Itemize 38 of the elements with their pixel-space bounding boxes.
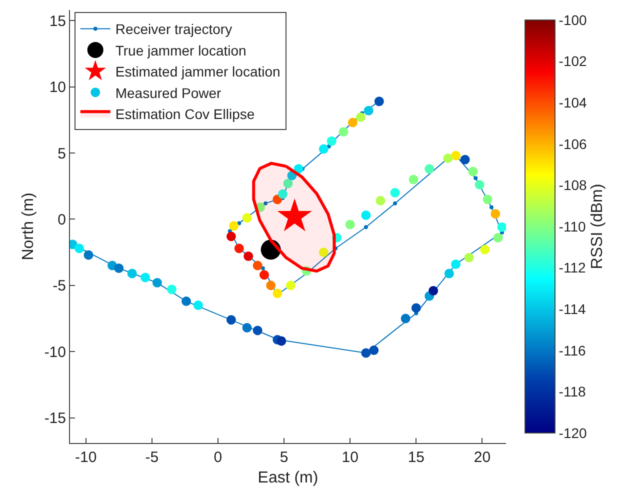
y-tick-label: -10 [44, 344, 66, 361]
color-bar-label: -102 [558, 53, 588, 70]
color-bar-label: -106 [558, 136, 588, 152]
legend-label: Receiver trajectory [115, 21, 232, 38]
y-tick-label: 10 [49, 79, 66, 96]
y-tick-label: 0 [58, 211, 66, 228]
x-tick-label: 10 [342, 449, 358, 466]
x-tick-label: 0 [214, 449, 222, 466]
y-tick-label: -5 [52, 278, 66, 295]
color-bar-title: RSSI (dBm) [589, 184, 606, 270]
color-bar-label: -120 [558, 424, 588, 441]
y-tick-label: -15 [44, 410, 66, 428]
point [264, 201, 268, 206]
color-bar-label: -118 [558, 384, 586, 400]
point [474, 176, 478, 180]
legend-label: Measured Power [115, 84, 222, 101]
color-bar-label: -112 [558, 260, 586, 276]
x-tick-label: 20 [474, 449, 491, 466]
y-tick-label: 15 [49, 12, 66, 30]
color-bar-label: -116 [558, 342, 586, 358]
legend-label: Estimated jammer location [115, 64, 280, 80]
x-axis-title: East (m) [258, 470, 318, 487]
x-tick-label: -5 [145, 449, 159, 466]
point [489, 205, 494, 210]
color-bar-label: -104 [558, 94, 588, 110]
y-axis-title: North (m) [20, 192, 38, 260]
point [393, 201, 398, 206]
y-tick-label: 5 [58, 145, 66, 162]
color-bar-label: -100 [558, 12, 588, 28]
color-bar-label: -108 [558, 177, 588, 194]
point [364, 225, 368, 230]
color-bar-label: -110 [558, 218, 586, 234]
x-tick-label: -10 [75, 449, 97, 466]
color-bar-label: -114 [558, 301, 586, 317]
x-tick-label: 15 [408, 449, 425, 466]
legend-label: True jammer location [115, 42, 246, 58]
x-tick-label: 5 [280, 449, 288, 466]
legend-label: Estimation Cov Ellipse [115, 106, 255, 122]
